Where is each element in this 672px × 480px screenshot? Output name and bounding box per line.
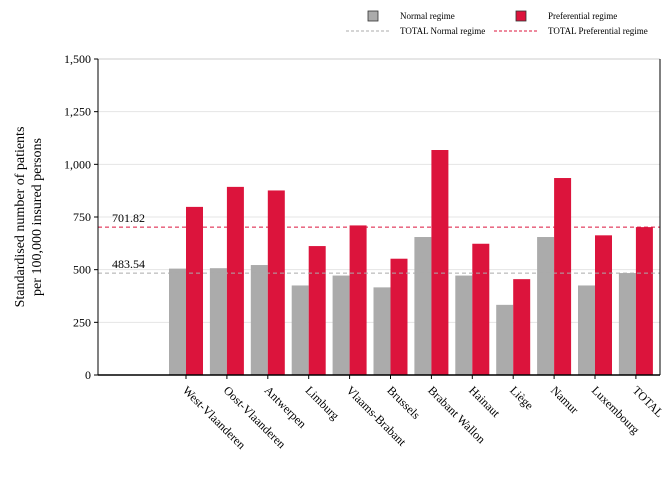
reference-lines: 483.54 701.82 <box>98 211 660 274</box>
reference-line-label: 483.54 <box>112 257 145 271</box>
y-tick-label: 1,500 <box>64 52 91 66</box>
y-tick-label: 500 <box>73 263 91 277</box>
bar-normal <box>414 237 432 375</box>
bar-preferential <box>431 150 449 375</box>
bar-normal <box>332 275 350 375</box>
bar-normal <box>455 275 473 375</box>
x-tick-labels: West-VlaanderenOost-VlaanderenAntwerpenL… <box>180 383 667 452</box>
bar-preferential <box>267 190 285 375</box>
y-axis-title: Standardised number of patients per 100,0… <box>13 127 45 308</box>
y-tick-label: 1,000 <box>64 157 91 171</box>
legend-swatch <box>515 10 527 22</box>
bar-preferential <box>226 186 244 375</box>
bar-normal <box>250 265 268 375</box>
bar-preferential <box>472 243 490 375</box>
y-axis-title-line: per 100,000 insured persons <box>30 138 45 296</box>
bar-preferential <box>349 225 367 375</box>
x-tick-label: Namur <box>548 383 581 416</box>
bar-normal <box>291 285 309 375</box>
bar-preferential <box>308 246 326 375</box>
x-tick-label: Hainaut <box>466 383 503 420</box>
legend: Normal regime Preferential regime TOTAL No… <box>346 10 648 36</box>
bars <box>169 150 653 375</box>
bar-normal <box>373 287 391 375</box>
bar-normal <box>209 268 227 375</box>
y-tick-labels: 0 250 500 750 1,000 1,250 1,500 <box>64 52 91 382</box>
bar-normal <box>618 273 636 375</box>
bar-preferential <box>635 227 653 375</box>
x-tick-label: Limburg <box>303 383 342 422</box>
bar-preferential <box>390 258 408 375</box>
legend-label: Normal regime <box>400 11 455 21</box>
y-axis-title-line: Standardised number of patients <box>13 127 28 308</box>
y-tick-label: 0 <box>85 368 91 382</box>
legend-label: Preferential regime <box>548 11 617 21</box>
bar-preferential <box>186 206 203 375</box>
reference-line-label: 701.82 <box>112 211 145 225</box>
y-tick-label: 250 <box>73 315 91 329</box>
bar-normal <box>496 304 514 375</box>
bar-normal <box>578 285 595 375</box>
y-tick-label: 1,250 <box>64 105 91 119</box>
axes <box>94 58 661 379</box>
x-tick-label: TOTAL <box>630 383 667 420</box>
bar-normal <box>169 268 186 375</box>
legend-label: TOTAL Normal regime <box>400 26 485 36</box>
bar-preferential <box>513 279 531 375</box>
x-tick-label: Liège <box>507 383 536 412</box>
y-axis-title: Standardised number of patients per 100,0… <box>13 127 45 308</box>
y-tick-label: 750 <box>73 210 91 224</box>
bar-normal <box>537 237 555 375</box>
bar-preferential <box>595 235 612 375</box>
x-tick-label: Brussels <box>384 383 423 422</box>
bar-preferential <box>554 178 572 375</box>
legend-label: TOTAL Preferential regime <box>548 26 648 36</box>
legend-swatch <box>367 10 379 22</box>
